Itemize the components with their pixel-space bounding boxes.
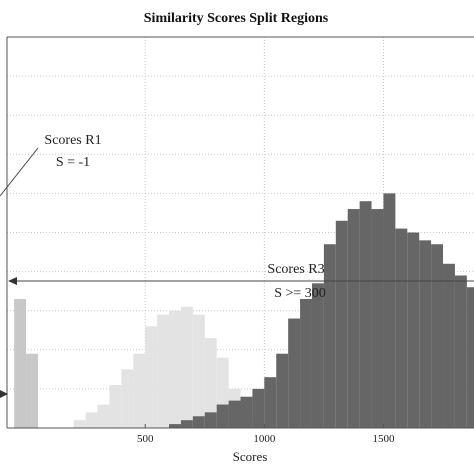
histogram-bar-s2-20 xyxy=(407,232,420,428)
r3-annotation-title: Scores R3 xyxy=(267,262,324,277)
histogram-bar-s2-15 xyxy=(347,209,360,428)
histogram-bar-s2-8 xyxy=(264,377,277,428)
histogram-bar-s0-1 xyxy=(26,353,38,428)
histogram-bar-s1-6 xyxy=(145,326,158,428)
histogram-bar-s2-10 xyxy=(288,318,301,428)
histogram-bar-s1-9 xyxy=(180,306,193,428)
histogram-bar-s1-4 xyxy=(121,369,134,428)
x-axis-label: Scores xyxy=(233,449,268,464)
r3-arrow-head xyxy=(8,277,17,285)
histogram-bar-s2-4 xyxy=(216,404,229,428)
histogram-bar-s2-2 xyxy=(192,416,205,428)
histogram-bar-s1-12 xyxy=(216,357,229,428)
histogram-bar-s1-1 xyxy=(85,412,98,428)
histogram-bar-s2-16 xyxy=(359,201,372,428)
histogram-bar-s2-0 xyxy=(169,424,181,428)
histogram-bar-s2-12 xyxy=(311,283,324,428)
histogram-bar-s2-24 xyxy=(454,275,467,428)
x-tick-label-0: 500 xyxy=(137,433,154,445)
histogram-bars xyxy=(14,193,474,428)
histogram-bar-s1-2 xyxy=(97,404,110,428)
histogram-bar-s2-19 xyxy=(395,228,408,428)
histogram-bar-s2-6 xyxy=(240,396,253,428)
histogram-bar-s2-5 xyxy=(228,400,241,428)
histogram-bar-s2-1 xyxy=(180,420,193,428)
histogram-bar-s1-0 xyxy=(73,420,86,428)
histogram-bar-s0-0 xyxy=(14,298,27,428)
histogram-bar-s2-7 xyxy=(252,388,265,428)
histogram-bar-s2-17 xyxy=(371,209,384,428)
x-axis-ticks: 500 1000 1500 xyxy=(137,424,395,445)
r1-pointer-line xyxy=(0,147,39,197)
histogram-bar-s1-7 xyxy=(157,314,170,428)
r1-annotation-value: S = -1 xyxy=(56,155,90,170)
r1-annotation-title: Scores R1 xyxy=(44,133,101,148)
histogram-bar-s2-22 xyxy=(431,244,444,428)
histogram-bar-s1-5 xyxy=(133,353,146,428)
histogram-bar-s2-11 xyxy=(300,298,312,428)
histogram-bar-s1-8 xyxy=(169,310,181,428)
histogram-bar-s2-13 xyxy=(323,244,336,428)
histogram-bar-s2-3 xyxy=(204,412,217,428)
histogram-bar-s2-9 xyxy=(276,353,289,428)
chart-title: Similarity Scores Split Regions xyxy=(144,11,329,26)
histogram-bar-s1-3 xyxy=(109,384,122,428)
r3-annotation-value: S >= 300 xyxy=(274,286,326,301)
x-tick-label-1: 1000 xyxy=(253,433,276,445)
histogram-bar-s2-25 xyxy=(466,287,474,428)
histogram-bar-s2-21 xyxy=(419,240,432,428)
x-tick-label-2: 1500 xyxy=(372,433,395,445)
histogram-bar-s1-11 xyxy=(204,338,217,428)
histogram-bar-s2-14 xyxy=(335,220,348,428)
r2-arrow-head xyxy=(0,390,8,398)
histogram-bar-s2-23 xyxy=(443,263,455,428)
histogram-bar-s1-10 xyxy=(192,314,205,428)
histogram-bar-s2-18 xyxy=(383,193,396,428)
